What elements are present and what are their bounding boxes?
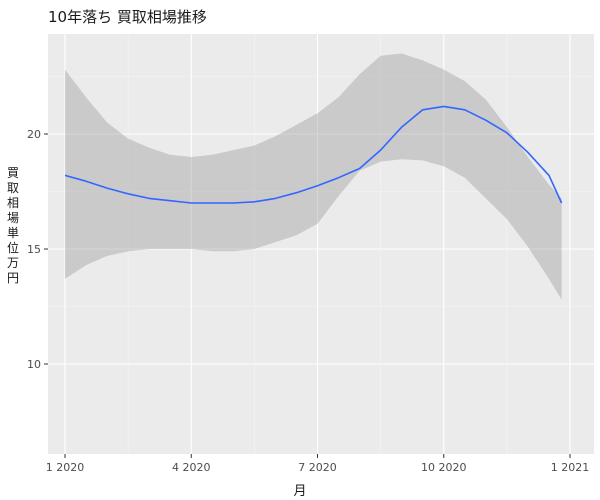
x-tick-label: 10 2020 <box>421 461 467 474</box>
x-axis-label: 月 <box>293 484 307 499</box>
y-tick-label: 15 <box>27 243 41 256</box>
x-tick-label: 4 2020 <box>172 461 211 474</box>
marks <box>64 53 563 300</box>
chart-title: 10年落ち 買取相場推移 <box>48 8 207 26</box>
confidence-band <box>65 53 562 300</box>
smooth-line <box>64 105 563 204</box>
plot-panel <box>48 34 594 454</box>
x-tick-label: 1 2020 <box>46 461 85 474</box>
ticks: 10 15 20 1 2020 4 2020 7 2020 10 2020 1 2021 <box>27 128 589 474</box>
y-tick-label: 20 <box>27 128 41 141</box>
y-tick-label: 10 <box>27 358 41 371</box>
y-axis-label: 買取相場 単位 万円 <box>6 166 19 285</box>
x-tick-label: 1 2021 <box>551 461 590 474</box>
x-tick-label: 7 2020 <box>298 461 337 474</box>
grid <box>48 34 594 454</box>
